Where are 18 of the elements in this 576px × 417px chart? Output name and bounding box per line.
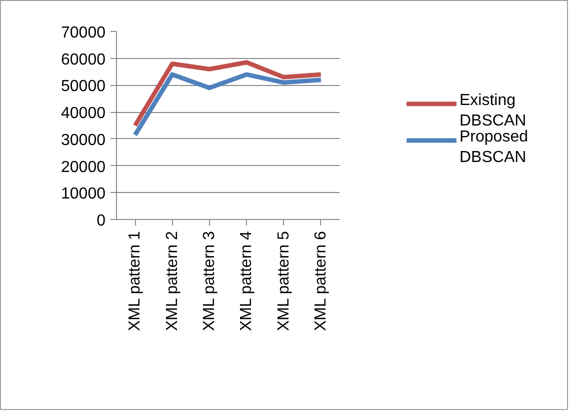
- y-tick-label: 20000: [61, 158, 106, 176]
- legend-label: Existing DBSCAN: [460, 92, 526, 130]
- x-tick-label: XML pattern 3: [200, 230, 218, 331]
- y-tick-label: 10000: [61, 186, 106, 203]
- y-tick-label: 30000: [61, 132, 106, 149]
- x-tick-label: XML pattern 4: [238, 230, 256, 331]
- y-tick-label: 0: [96, 212, 106, 230]
- line-series: [132, 72, 324, 138]
- y-tick-label: 60000: [61, 51, 106, 68]
- x-tick-label: XML pattern 6: [312, 230, 330, 331]
- y-tick-label: 70000: [61, 24, 106, 42]
- x-tick-label: XML pattern 2: [164, 230, 181, 331]
- y-tick-label: 50000: [61, 78, 106, 96]
- legend-label: Proposed DBSCAN: [460, 128, 528, 166]
- x-tick-label: XML pattern 5: [275, 230, 292, 331]
- line-series: [132, 60, 324, 128]
- y-tick-label: 40000: [61, 105, 106, 122]
- x-tick-label: XML pattern 1: [126, 230, 144, 331]
